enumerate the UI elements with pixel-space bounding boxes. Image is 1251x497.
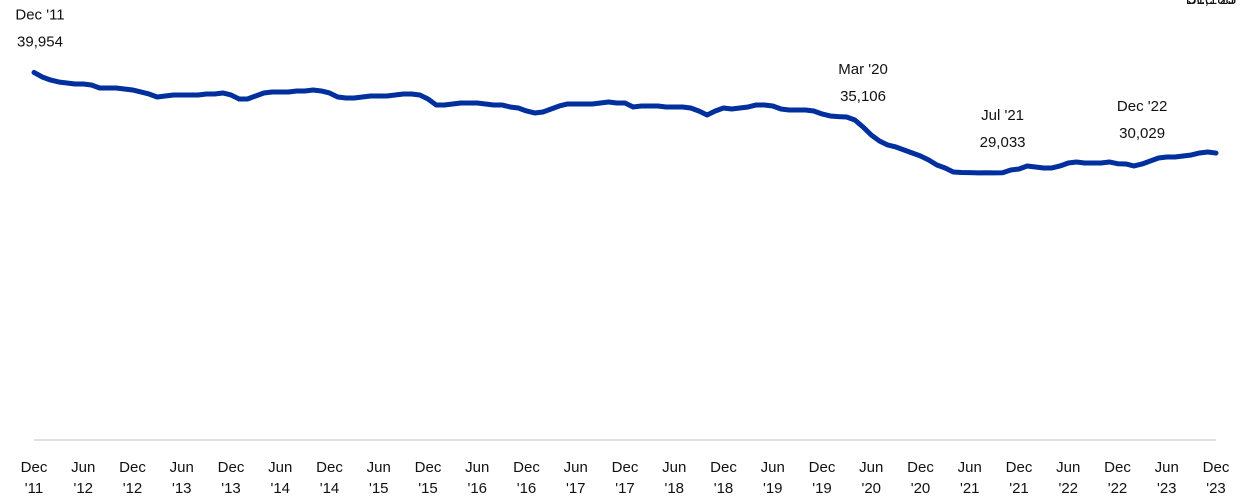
- x-tick-label: Jun: [859, 459, 883, 476]
- x-tick-label: Dec: [907, 459, 934, 476]
- x-tick-label: Jun: [71, 459, 95, 476]
- x-tick-label: Dec: [513, 459, 540, 476]
- x-tick-label: Dec: [612, 459, 639, 476]
- x-tick-label: '17: [566, 480, 586, 497]
- x-tick-label: '14: [270, 480, 290, 497]
- x-tick-label: '14: [320, 480, 340, 497]
- x-tick-label: '12: [73, 480, 93, 497]
- x-tick-label: Jun: [1155, 459, 1179, 476]
- x-tick-label: '18: [714, 480, 734, 497]
- line: [31, 69, 1219, 176]
- x-tick-label: '16: [467, 480, 487, 497]
- point-label: Dec '23: [1186, 0, 1236, 8]
- value-label: 35,106: [840, 88, 886, 105]
- x-tick-label: Jun: [564, 459, 588, 476]
- x-tick-label: Dec: [21, 459, 48, 476]
- x-tick-label: Jun: [662, 459, 686, 476]
- value-label: 31,188: [1188, 0, 1234, 8]
- point-label: Jul '21: [981, 107, 1024, 124]
- x-tick-label: '15: [418, 480, 438, 497]
- x-tick-label: Dec: [809, 459, 836, 476]
- x-tick-label: '23: [1157, 480, 1177, 497]
- x-tick-label: Jun: [170, 459, 194, 476]
- x-tick-label: '21: [1009, 480, 1029, 497]
- point-label: Dec '11: [15, 6, 64, 23]
- x-tick-label: Jun: [268, 459, 292, 476]
- x-tick-label: Jun: [1056, 459, 1080, 476]
- x-tick-label: '17: [615, 480, 635, 497]
- x-tick-label: '19: [812, 480, 832, 497]
- x-tick-label: Dec: [316, 459, 343, 476]
- point-label: Mar '20: [838, 61, 888, 78]
- x-tick-label: '18: [664, 480, 684, 497]
- x-tick-label: '11: [25, 480, 43, 497]
- value-label: 39,954: [17, 33, 63, 50]
- x-tick-label: '20: [861, 480, 881, 497]
- x-tick-label: '20: [911, 480, 931, 497]
- x-tick-label: Dec: [710, 459, 737, 476]
- x-tick-label: '19: [763, 480, 783, 497]
- x-tick-label: '13: [172, 480, 192, 497]
- x-tick-label: Jun: [761, 459, 785, 476]
- x-tick-label: '15: [369, 480, 389, 497]
- x-tick-label: '22: [1108, 480, 1128, 497]
- x-tick-label: Dec: [119, 459, 146, 476]
- x-tick-label: '12: [123, 480, 143, 497]
- value-label: 30,029: [1119, 125, 1165, 142]
- x-tick-label: Jun: [465, 459, 489, 476]
- x-tick-label: '23: [1206, 480, 1226, 497]
- x-tick-label: Jun: [958, 459, 982, 476]
- x-tick-label: '22: [1058, 480, 1078, 497]
- x-tick-label: '21: [960, 480, 980, 497]
- x-tick-label: Dec: [218, 459, 245, 476]
- value-label: 29,033: [980, 134, 1026, 151]
- x-tick-label: Dec: [1203, 459, 1230, 476]
- point-label: Dec '22: [1117, 98, 1167, 115]
- x-tick-label: Jun: [367, 459, 391, 476]
- x-tick-label: '16: [517, 480, 537, 497]
- x-tick-label: Dec: [1104, 459, 1131, 476]
- x-tick-label: Dec: [415, 459, 442, 476]
- x-tick-label: Dec: [1006, 459, 1033, 476]
- x-tick-label: '13: [221, 480, 241, 497]
